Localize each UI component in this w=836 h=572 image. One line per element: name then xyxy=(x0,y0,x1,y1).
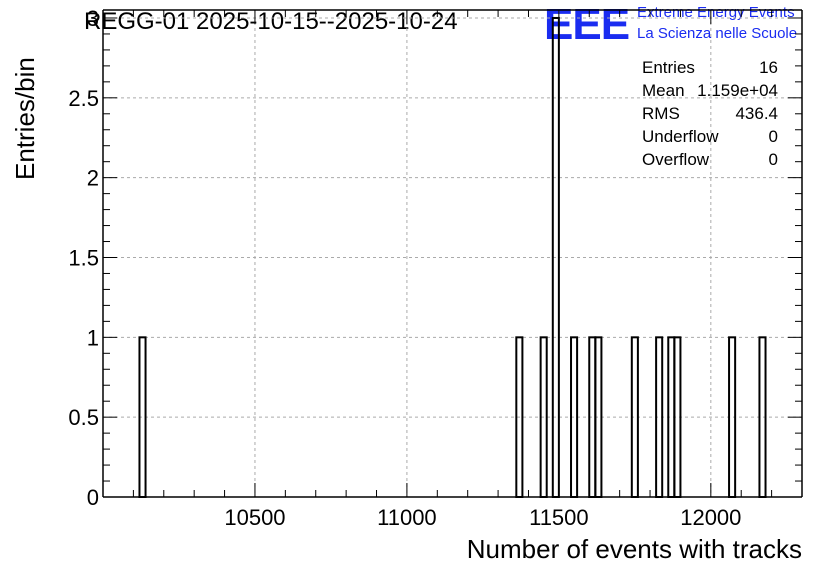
stats-key: Underflow xyxy=(642,127,719,146)
stats-row: Underflow 0 xyxy=(642,127,778,149)
stats-value: 0 xyxy=(768,150,778,169)
histogram-bin xyxy=(594,336,603,499)
y-tick-label: 0.5 xyxy=(68,405,99,430)
stats-key: Overflow xyxy=(642,150,710,169)
x-axis-label: Number of events with tracks xyxy=(466,534,802,564)
histogram-bin xyxy=(630,336,639,499)
y-tick-label: 1 xyxy=(87,325,99,350)
stats-key: RMS xyxy=(642,104,680,123)
y-axis-label: Entries/bin xyxy=(10,57,40,180)
y-tick-label: 0 xyxy=(87,485,99,510)
x-tick-label: 10500 xyxy=(224,505,285,530)
histogram-bin xyxy=(673,336,682,499)
stats-row: Overflow 0 xyxy=(642,150,778,172)
x-tick-label: 11000 xyxy=(377,505,437,530)
x-tick-label: 11500 xyxy=(529,505,589,530)
y-tick-label: 3 xyxy=(87,6,99,31)
x-tick-label: 12000 xyxy=(680,505,741,530)
y-tick-label: 2 xyxy=(87,166,99,191)
histogram-bin xyxy=(138,336,147,499)
stats-value: 1.159e+04 xyxy=(697,81,778,100)
histogram-bin xyxy=(728,336,737,499)
stats-row: RMS 436.4 xyxy=(642,104,778,126)
stats-value: 0 xyxy=(768,127,778,146)
stats-row: Mean 1.159e+04 xyxy=(642,81,778,103)
brand-line-2: La Scienza nelle Scuole xyxy=(637,25,798,42)
y-tick-label: 2.5 xyxy=(68,86,99,111)
histogram-bin xyxy=(758,336,767,499)
histogram-bin xyxy=(570,336,579,499)
stats-key: Mean xyxy=(642,81,685,100)
brand-line-1: Extreme Energy Events xyxy=(637,4,795,21)
stats-value: 436.4 xyxy=(735,104,778,123)
stats-value: 16 xyxy=(759,58,778,77)
stats-key: Entries xyxy=(642,58,695,77)
y-tick-label: 1.5 xyxy=(68,245,99,270)
stats-row: Entries 16 xyxy=(642,58,778,80)
chart-title: REGG-01 2025-10-15--2025-10-24 xyxy=(84,8,458,35)
histogram-bin xyxy=(655,336,664,499)
